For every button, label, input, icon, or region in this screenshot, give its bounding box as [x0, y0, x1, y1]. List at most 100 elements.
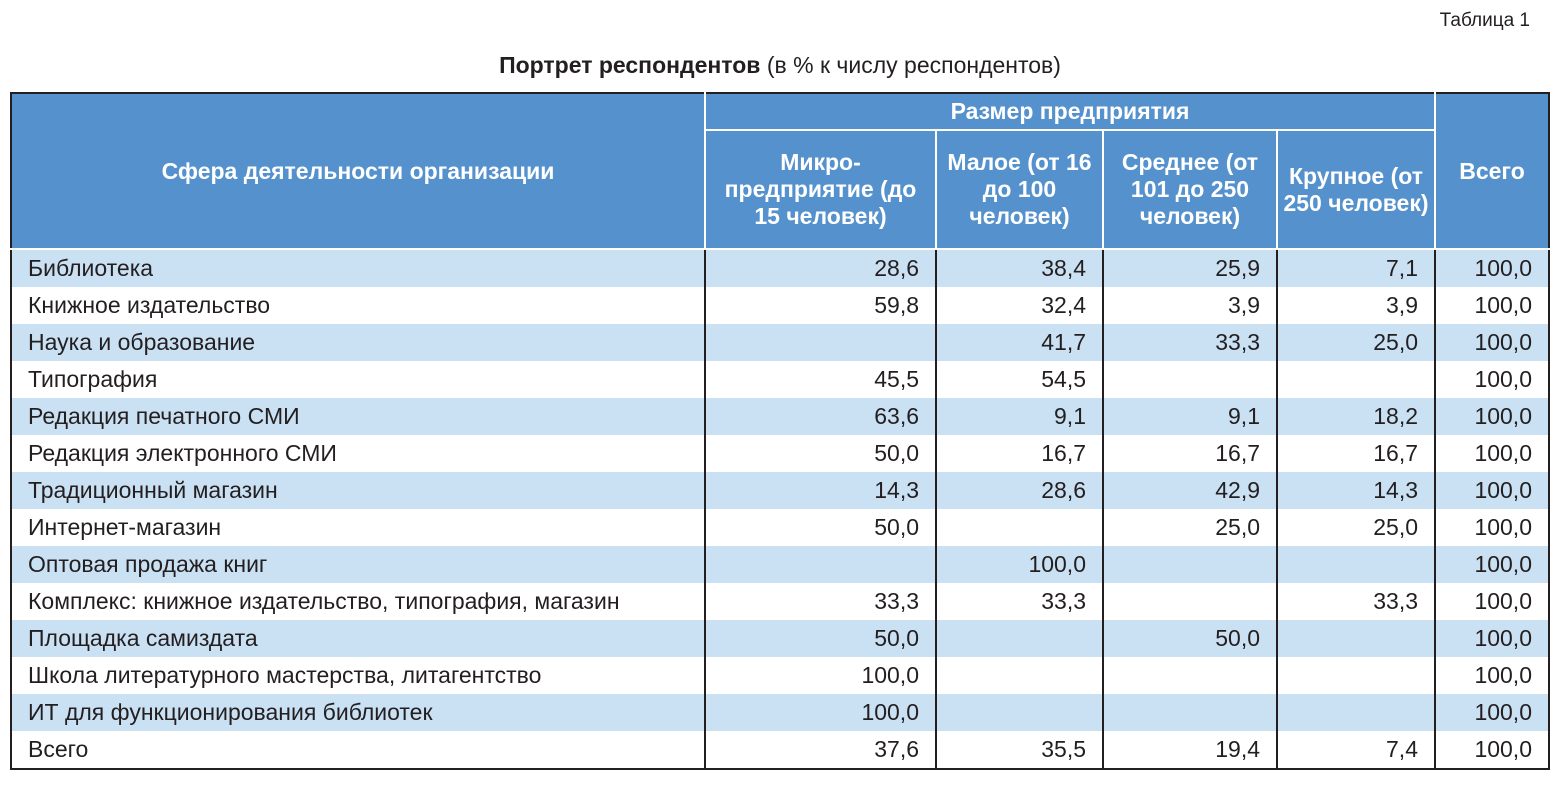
- table-row: Традиционный магазин 14,3 28,6 42,9 14,3 100,…: [10, 472, 1550, 509]
- cell-medium: 9,1: [1102, 398, 1278, 435]
- cell-micro: 63,6: [704, 398, 937, 435]
- cell-large: [1276, 657, 1436, 694]
- cell-small: 54,5: [935, 361, 1104, 398]
- cell-total: 100,0: [1434, 472, 1550, 509]
- table-row: Площадка самиздата 50,0 50,0 100,0: [10, 620, 1550, 657]
- cell-large: [1276, 546, 1436, 583]
- cell-name: Интернет-магазин: [10, 509, 706, 546]
- table-row: Оптовая продажа книг 100,0 100,0: [10, 546, 1550, 583]
- cell-large: 3,9: [1276, 287, 1436, 324]
- cell-name: Всего: [10, 731, 706, 769]
- cell-name: Традиционный магазин: [10, 472, 706, 509]
- cell-micro: 33,3: [704, 583, 937, 620]
- cell-name: Типография: [10, 361, 706, 398]
- cell-total: 100,0: [1434, 546, 1550, 583]
- title-bold: Портрет респондентов: [499, 52, 761, 78]
- cell-large: 7,4: [1276, 731, 1436, 769]
- cell-total: 100,0: [1434, 657, 1550, 694]
- cell-small: 35,5: [935, 731, 1104, 769]
- table-row: Всего 37,6 35,5 19,4 7,4 100,0: [10, 731, 1550, 769]
- cell-micro: 100,0: [704, 657, 937, 694]
- table-row: Интернет-магазин 50,0 25,0 25,0 100,0: [10, 509, 1550, 546]
- cell-medium: 42,9: [1102, 472, 1278, 509]
- cell-micro: 14,3: [704, 472, 937, 509]
- cell-small: [935, 509, 1104, 546]
- cell-medium: [1102, 657, 1278, 694]
- cell-total: 100,0: [1434, 361, 1550, 398]
- cell-large: 7,1: [1276, 248, 1436, 287]
- cell-micro: 50,0: [704, 509, 937, 546]
- cell-medium: [1102, 361, 1278, 398]
- table-row: Комплекс: книжное издательство, типограф…: [10, 583, 1550, 620]
- cell-name: Книжное издательство: [10, 287, 706, 324]
- cell-total: 100,0: [1434, 287, 1550, 324]
- cell-large: 25,0: [1276, 509, 1436, 546]
- cell-small: 33,3: [935, 583, 1104, 620]
- table-row: Библиотека 28,6 38,4 25,9 7,1 100,0: [10, 248, 1550, 287]
- cell-medium: 25,0: [1102, 509, 1278, 546]
- header-total: Всего: [1434, 93, 1549, 250]
- header-large: Крупное (от 250 человек): [1276, 129, 1436, 250]
- cell-name: ИТ для функционирования библиотек: [10, 694, 706, 731]
- cell-medium: 25,9: [1102, 248, 1278, 287]
- header-medium: Среднее (от 101 до 250 человек): [1102, 129, 1278, 250]
- cell-total: 100,0: [1434, 620, 1550, 657]
- cell-name: Редакция электронного СМИ: [10, 435, 706, 472]
- cell-micro: [704, 546, 937, 583]
- cell-name: Оптовая продажа книг: [10, 546, 706, 583]
- cell-small: 38,4: [935, 248, 1104, 287]
- cell-micro: 59,8: [704, 287, 937, 324]
- cell-large: 33,3: [1276, 583, 1436, 620]
- cell-large: [1276, 694, 1436, 731]
- cell-micro: [704, 324, 937, 361]
- cell-total: 100,0: [1434, 583, 1550, 620]
- respondents-table: Сфера деятельности организации Размер пр…: [10, 92, 1550, 770]
- table-row: Школа литературного мастерства, литагент…: [10, 657, 1550, 694]
- cell-micro: 100,0: [704, 694, 937, 731]
- cell-small: [935, 620, 1104, 657]
- header-sphere: Сфера деятельности организации: [11, 93, 706, 250]
- cell-micro: 50,0: [704, 435, 937, 472]
- cell-name: Школа литературного мастерства, литагент…: [10, 657, 706, 694]
- cell-medium: 33,3: [1102, 324, 1278, 361]
- cell-medium: 16,7: [1102, 435, 1278, 472]
- cell-small: 100,0: [935, 546, 1104, 583]
- cell-medium: 3,9: [1102, 287, 1278, 324]
- header-micro: Микро-предприятие (до 15 человек): [704, 129, 937, 250]
- cell-medium: [1102, 546, 1278, 583]
- cell-name: Библиотека: [10, 248, 706, 287]
- cell-small: 16,7: [935, 435, 1104, 472]
- cell-small: 28,6: [935, 472, 1104, 509]
- cell-large: 14,3: [1276, 472, 1436, 509]
- cell-total: 100,0: [1434, 324, 1550, 361]
- table-row: ИТ для функционирования библиотек 100,0 10…: [10, 694, 1550, 731]
- cell-total: 100,0: [1434, 509, 1550, 546]
- cell-name: Редакция печатного СМИ: [10, 398, 706, 435]
- cell-medium: 50,0: [1102, 620, 1278, 657]
- cell-large: [1276, 620, 1436, 657]
- table-row: Типография 45,5 54,5 100,0: [10, 361, 1550, 398]
- cell-micro: 37,6: [704, 731, 937, 769]
- cell-small: 32,4: [935, 287, 1104, 324]
- title-rest: (в % к числу респондентов): [760, 52, 1061, 78]
- table-row: Книжное издательство 59,8 32,4 3,9 3,9 100,0: [10, 287, 1550, 324]
- header-size-group: Размер предприятия: [704, 93, 1436, 131]
- cell-total: 100,0: [1434, 248, 1550, 287]
- cell-micro: 45,5: [704, 361, 937, 398]
- cell-total: 100,0: [1434, 435, 1550, 472]
- cell-medium: [1102, 694, 1278, 731]
- cell-small: 41,7: [935, 324, 1104, 361]
- cell-small: 9,1: [935, 398, 1104, 435]
- header-small: Малое (от 16 до 100 человек): [935, 129, 1104, 250]
- table-row: Редакция печатного СМИ 63,6 9,1 9,1 18,2 100,…: [10, 398, 1550, 435]
- table-row: Наука и образование 41,7 33,3 25,0 100,0: [10, 324, 1550, 361]
- cell-total: 100,0: [1434, 694, 1550, 731]
- cell-total: 100,0: [1434, 731, 1550, 769]
- cell-name: Наука и образование: [10, 324, 706, 361]
- table-row: Редакция электронного СМИ 50,0 16,7 16,7 16,…: [10, 435, 1550, 472]
- cell-large: 18,2: [1276, 398, 1436, 435]
- cell-large: [1276, 361, 1436, 398]
- cell-medium: [1102, 583, 1278, 620]
- cell-micro: 28,6: [704, 248, 937, 287]
- cell-name: Комплекс: книжное издательство, типограф…: [10, 583, 706, 620]
